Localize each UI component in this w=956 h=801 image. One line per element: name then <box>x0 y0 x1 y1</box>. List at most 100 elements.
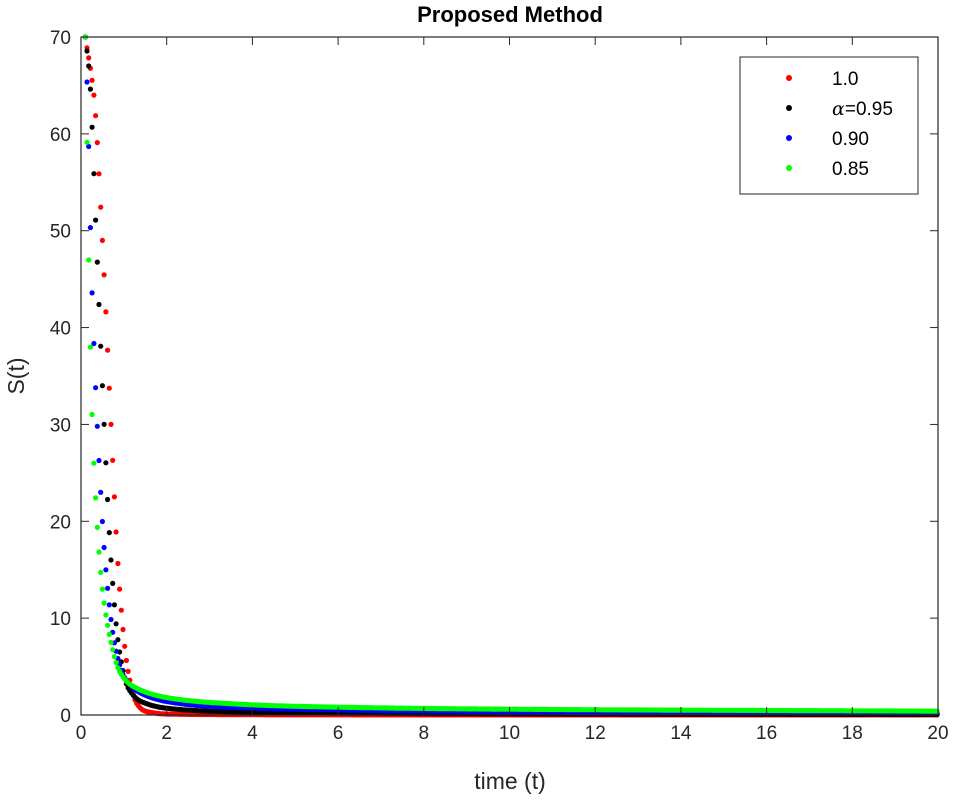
point <box>934 708 940 714</box>
y-axis-label: S(t) <box>3 357 29 394</box>
point <box>99 383 105 389</box>
point <box>91 460 97 466</box>
point <box>101 421 107 427</box>
point <box>94 140 100 146</box>
point <box>93 217 99 223</box>
point <box>84 48 90 54</box>
point <box>86 63 92 69</box>
point <box>96 301 102 308</box>
legend-marker <box>786 105 792 111</box>
point <box>123 657 129 664</box>
point <box>101 272 107 278</box>
point <box>96 171 102 177</box>
point <box>105 585 111 591</box>
point <box>125 668 131 675</box>
point <box>89 124 95 130</box>
point <box>98 204 104 210</box>
point <box>103 309 109 315</box>
point <box>120 626 126 633</box>
x-axis: 0 2 4 6 8 10 12 14 16 18 20 <box>76 37 949 744</box>
point <box>93 385 99 391</box>
point <box>105 347 111 353</box>
point <box>105 496 111 503</box>
point <box>101 544 107 551</box>
point <box>106 631 112 638</box>
x-tick-label: 14 <box>670 723 692 744</box>
point <box>86 143 92 150</box>
point <box>86 55 92 61</box>
legend-entry: 1.0 <box>832 69 858 90</box>
point <box>99 586 105 592</box>
point <box>99 237 105 243</box>
x-tick-label: 6 <box>333 723 344 744</box>
x-tick-label: 8 <box>419 723 430 744</box>
point <box>110 457 116 463</box>
legend-marker <box>786 165 792 171</box>
point <box>103 567 109 573</box>
point <box>113 621 119 627</box>
point <box>87 225 93 231</box>
point <box>98 489 104 495</box>
y-tick-label: 20 <box>50 512 71 533</box>
x-tick-label: 0 <box>76 723 87 744</box>
point <box>84 79 90 85</box>
legend-marker <box>786 135 792 141</box>
point <box>108 557 114 563</box>
y-tick-label: 0 <box>60 706 71 727</box>
y-tick-label: 30 <box>50 415 71 436</box>
point <box>113 529 119 535</box>
legend-prefix-rest: =0.95 <box>845 99 893 120</box>
point <box>103 612 109 618</box>
point <box>89 77 95 83</box>
point <box>99 518 105 525</box>
x-axis-label: time (t) <box>474 768 546 794</box>
legend-prefix: α <box>832 98 845 120</box>
legend-entry: 0.85 <box>832 159 869 180</box>
legend: 1.0 α=0.95 0.90 0.85 <box>739 56 919 195</box>
x-tick-label: 10 <box>499 723 520 744</box>
point <box>110 580 116 587</box>
series-0.85 <box>82 34 940 714</box>
point <box>111 494 117 500</box>
point <box>106 530 112 536</box>
point <box>111 602 117 608</box>
point <box>87 344 93 350</box>
x-tick-label: 4 <box>247 723 258 744</box>
x-tick-label: 16 <box>756 723 777 744</box>
y-tick-label: 60 <box>50 125 71 146</box>
point <box>96 549 102 555</box>
point <box>108 616 114 623</box>
point <box>91 92 97 98</box>
point <box>108 639 114 646</box>
point <box>98 343 104 349</box>
point <box>94 524 100 531</box>
y-tick-label: 70 <box>50 28 71 49</box>
point <box>106 385 112 391</box>
point <box>101 600 107 606</box>
point <box>93 113 99 119</box>
point <box>115 560 121 567</box>
y-tick-label: 50 <box>50 222 71 243</box>
point <box>106 602 112 608</box>
legend-entry: 0.90 <box>832 129 869 150</box>
point <box>111 654 117 660</box>
x-tick-label: 20 <box>927 723 948 744</box>
point <box>103 460 109 466</box>
point <box>86 257 92 263</box>
point <box>93 495 99 501</box>
legend-items: 1.0 α=0.95 0.90 0.85 <box>786 69 893 180</box>
point <box>91 340 97 347</box>
legend-marker <box>786 75 792 81</box>
point <box>89 290 95 296</box>
point <box>110 647 116 653</box>
chart-title: Proposed Method <box>417 2 603 27</box>
point <box>113 660 119 666</box>
point <box>87 86 93 92</box>
point <box>108 421 114 427</box>
y-tick-label: 10 <box>50 609 71 630</box>
point <box>105 622 111 629</box>
y-tick-label: 40 <box>50 319 71 340</box>
legend-entry: α=0.95 <box>832 98 893 120</box>
point <box>122 643 128 649</box>
y-axis: 0 10 20 30 40 50 60 70 <box>50 28 938 727</box>
